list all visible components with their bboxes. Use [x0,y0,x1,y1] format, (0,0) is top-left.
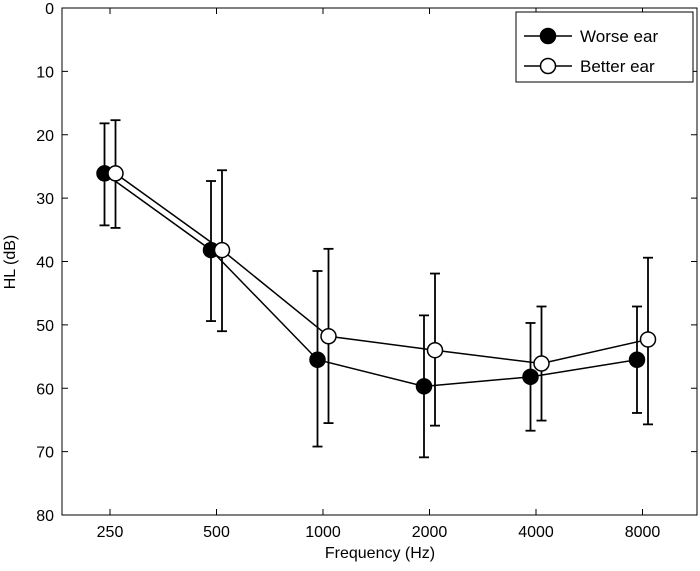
better-ear-point [320,328,337,345]
x-axis-label: Frequency (Hz) [325,545,435,562]
better-ear-point [639,331,657,348]
legend-label-worse: Worse ear [580,27,658,46]
x-tick-label: 1000 [305,524,341,541]
worse-ear-point [628,351,646,368]
y-tick-label: 10 [36,64,54,81]
legend: Worse ear Better ear [515,11,694,83]
better-ear-line [115,172,649,365]
better-ear-point [107,165,124,182]
better-ear-point [213,241,231,259]
y-tick-label: 80 [36,508,54,525]
legend-marker-better [539,57,557,75]
worse-ear-line [104,172,638,388]
y-tick-label: 70 [36,445,54,462]
worse-ear-point [415,378,433,395]
x-tick-label: 250 [97,524,124,541]
plot-area [61,7,698,516]
y-axis-label: HL (dB) [2,235,19,290]
y-tick-label: 30 [36,191,54,208]
y-tick-label: 0 [45,1,54,18]
better-ear-series [107,119,657,427]
y-tick-label: 60 [36,381,54,398]
worse-ear-point [309,351,326,368]
worse-ear-point [522,368,539,386]
legend-label-better: Better ear [580,57,655,76]
y-tick-label: 20 [36,128,54,145]
y-tick-label: 40 [36,255,54,272]
x-tick-label: 2000 [412,524,448,541]
legend-marker-worse [539,27,557,45]
better-ear-point [533,355,550,372]
x-tick-label: 8000 [625,524,661,541]
y-tick-label: 50 [36,318,54,335]
x-tick-label: 4000 [518,524,554,541]
better-ear-point [426,341,444,359]
x-tick-label: 500 [203,524,230,541]
